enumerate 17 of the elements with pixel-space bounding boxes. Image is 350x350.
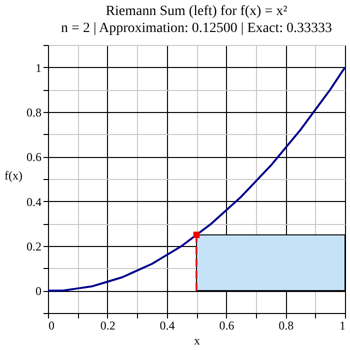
x-tick-label: 0.6 xyxy=(219,318,234,332)
x-tick-label: 0.8 xyxy=(278,318,294,332)
chart-subtitle: n = 2 | Approximation: 0.12500 | Exact: 0.33333 xyxy=(61,21,332,36)
x-tick-label: 0.2 xyxy=(100,318,116,332)
y-tick-label: 0.6 xyxy=(26,150,42,164)
y-tick-label: 1 xyxy=(36,60,42,75)
y-tick-label: 0 xyxy=(36,284,42,298)
line-series xyxy=(47,66,346,292)
y-tick-label: 0.2 xyxy=(26,240,42,254)
y-axis-title: f(x) xyxy=(4,168,22,182)
chart-title: Riemann Sum (left) for f(x) = x² xyxy=(106,4,288,19)
y-tick-label: 0.8 xyxy=(26,106,42,120)
x-axis-title: x xyxy=(194,334,200,348)
x-tick-label: 0.4 xyxy=(160,318,175,332)
x-tick-label: 1 xyxy=(340,318,346,332)
x-tick-label: 0 xyxy=(48,318,54,332)
y-tick-label: 0.4 xyxy=(26,194,42,209)
